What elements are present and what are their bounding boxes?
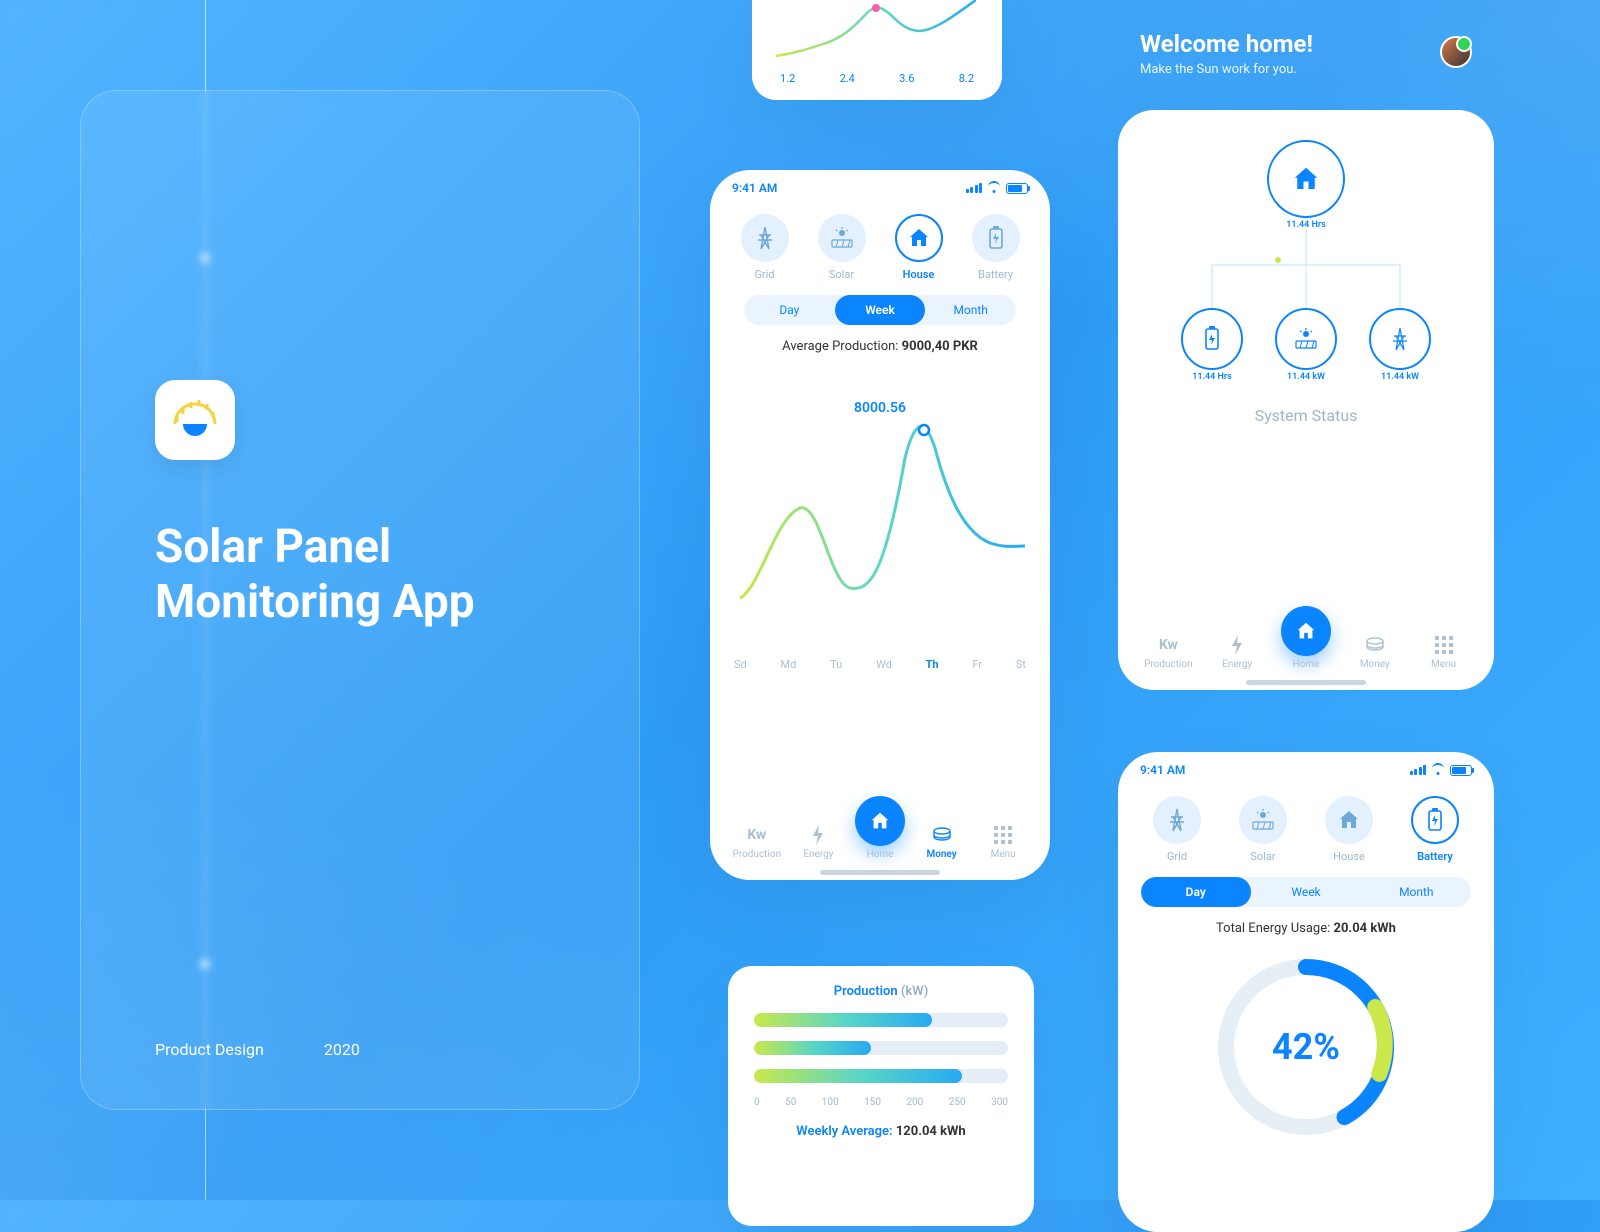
bottom-nav: KwProduction Energy Home Money Menu: [1118, 626, 1494, 680]
hero-content: Solar Panel Monitoring App: [155, 380, 475, 630]
home-indicator: [1246, 680, 1366, 685]
nav-energy[interactable]: Energy: [790, 824, 846, 860]
avatar[interactable]: [1440, 36, 1472, 68]
nav-home[interactable]: Home: [852, 816, 908, 860]
usage-label: Total Energy Usage: 20.04 kWh: [1118, 921, 1494, 936]
status-time: 9:41 AM: [732, 181, 777, 195]
xlabel: Wd: [876, 658, 892, 671]
production-bars: [754, 1013, 1008, 1083]
seg-week[interactable]: Week: [1251, 877, 1361, 907]
wifi-icon: [987, 183, 1001, 193]
signal-icon: [1410, 765, 1427, 775]
tab-grid[interactable]: Grid: [1145, 796, 1209, 863]
screen-battery: 9:41 AM Grid Solar House Battery DayWeek…: [1118, 752, 1494, 1232]
prod-bar: [754, 1013, 1008, 1027]
tab-battery[interactable]: Battery: [964, 214, 1028, 281]
welcome-title: Welcome home!: [1140, 30, 1313, 58]
seg-month[interactable]: Month: [1361, 877, 1471, 907]
home-indicator: [820, 870, 940, 875]
chart-xlabels: Sd Md Tu Wd Th Fr St: [710, 658, 1050, 671]
production-card: Production (kW) 050100150200250300 Weekl…: [728, 966, 1034, 1226]
statusbar: 9:41 AM: [1118, 752, 1494, 788]
signal-icon: [966, 183, 983, 193]
production-title: Production (kW): [754, 984, 1008, 999]
range-segments: DayWeekMonth: [1141, 877, 1472, 907]
tab-house[interactable]: House: [887, 214, 951, 281]
seg-day[interactable]: Day: [1141, 877, 1251, 907]
status-time: 9:41 AM: [1140, 763, 1185, 777]
mini-chart-xaxis: 1.22.43.68.2: [776, 72, 978, 85]
xlabel: St: [1016, 658, 1026, 671]
app-icon: [155, 380, 235, 460]
seg-week[interactable]: Week: [835, 295, 926, 325]
welcome-block: Welcome home! Make the Sun work for you.: [1140, 30, 1313, 77]
nav-menu[interactable]: Menu: [1416, 634, 1472, 670]
weekly-avg-label: Weekly Average: 120.04 kWh: [754, 1124, 1008, 1139]
nav-production[interactable]: KwProduction: [729, 824, 785, 860]
mini-line-chart: [776, 0, 976, 68]
wifi-icon: [1431, 765, 1445, 775]
welcome-subtitle: Make the Sun work for you.: [1140, 62, 1313, 77]
prod-bar: [754, 1041, 1008, 1055]
seg-month[interactable]: Month: [925, 295, 1016, 325]
statusbar: 9:41 AM: [710, 170, 1050, 206]
nav-home[interactable]: Home: [1278, 626, 1334, 670]
node-battery[interactable]: 11.44 Hrs: [1181, 308, 1243, 382]
production-chart: 8000.56: [730, 358, 1030, 658]
production-ticks: 050100150200250300: [754, 1097, 1008, 1108]
tab-house[interactable]: House: [1317, 796, 1381, 863]
hero-title: Solar Panel Monitoring App: [155, 520, 475, 630]
screen-house: 9:41 AM Grid Solar House Battery DayWeek…: [710, 170, 1050, 880]
range-segments: DayWeekMonth: [744, 295, 1016, 325]
node-solar[interactable]: 11.44 kW: [1275, 308, 1337, 382]
node-grid[interactable]: 11.44 kW: [1369, 308, 1431, 382]
seg-day[interactable]: Day: [744, 295, 835, 325]
battery-icon: [1006, 183, 1028, 194]
average-label: Average Production: 9000,40 PKR: [710, 339, 1050, 354]
bottom-nav: KwProductionEnergyHomeMoneyMenu: [710, 816, 1050, 870]
tab-battery[interactable]: Battery: [1403, 796, 1467, 863]
tab-solar[interactable]: Solar: [810, 214, 874, 281]
nav-menu[interactable]: Menu: [975, 824, 1031, 860]
battery-donut: 42%: [1211, 952, 1401, 1142]
category-tabs: Grid Solar House Battery: [1118, 788, 1494, 867]
tab-solar[interactable]: Solar: [1231, 796, 1295, 863]
screen-status: 11.44 Hrs 11.44 Hrs 11.44 kW 11.44 kW Sy…: [1118, 110, 1494, 690]
node-house[interactable]: 11.44 Hrs: [1267, 140, 1345, 230]
battery-icon: [1450, 765, 1472, 776]
xlabel: Md: [781, 658, 797, 671]
hero-footer: Product Design2020: [155, 1040, 360, 1059]
category-tabs: Grid Solar House Battery: [710, 206, 1050, 285]
xlabel: Fr: [972, 658, 982, 671]
nav-energy[interactable]: Energy: [1209, 634, 1265, 670]
nav-money[interactable]: Money: [1347, 634, 1403, 670]
xlabel: Th: [926, 658, 939, 671]
nav-production[interactable]: KwProduction: [1140, 634, 1196, 670]
donut-percent: 42%: [1211, 952, 1401, 1142]
chart-peak-label: 8000.56: [854, 400, 906, 416]
tab-grid[interactable]: Grid: [733, 214, 797, 281]
xlabel: Tu: [830, 658, 842, 671]
nav-money[interactable]: Money: [914, 824, 970, 860]
mini-chart-card: 1.22.43.68.2: [752, 0, 1002, 100]
prod-bar: [754, 1069, 1008, 1083]
xlabel: Sd: [734, 658, 747, 671]
